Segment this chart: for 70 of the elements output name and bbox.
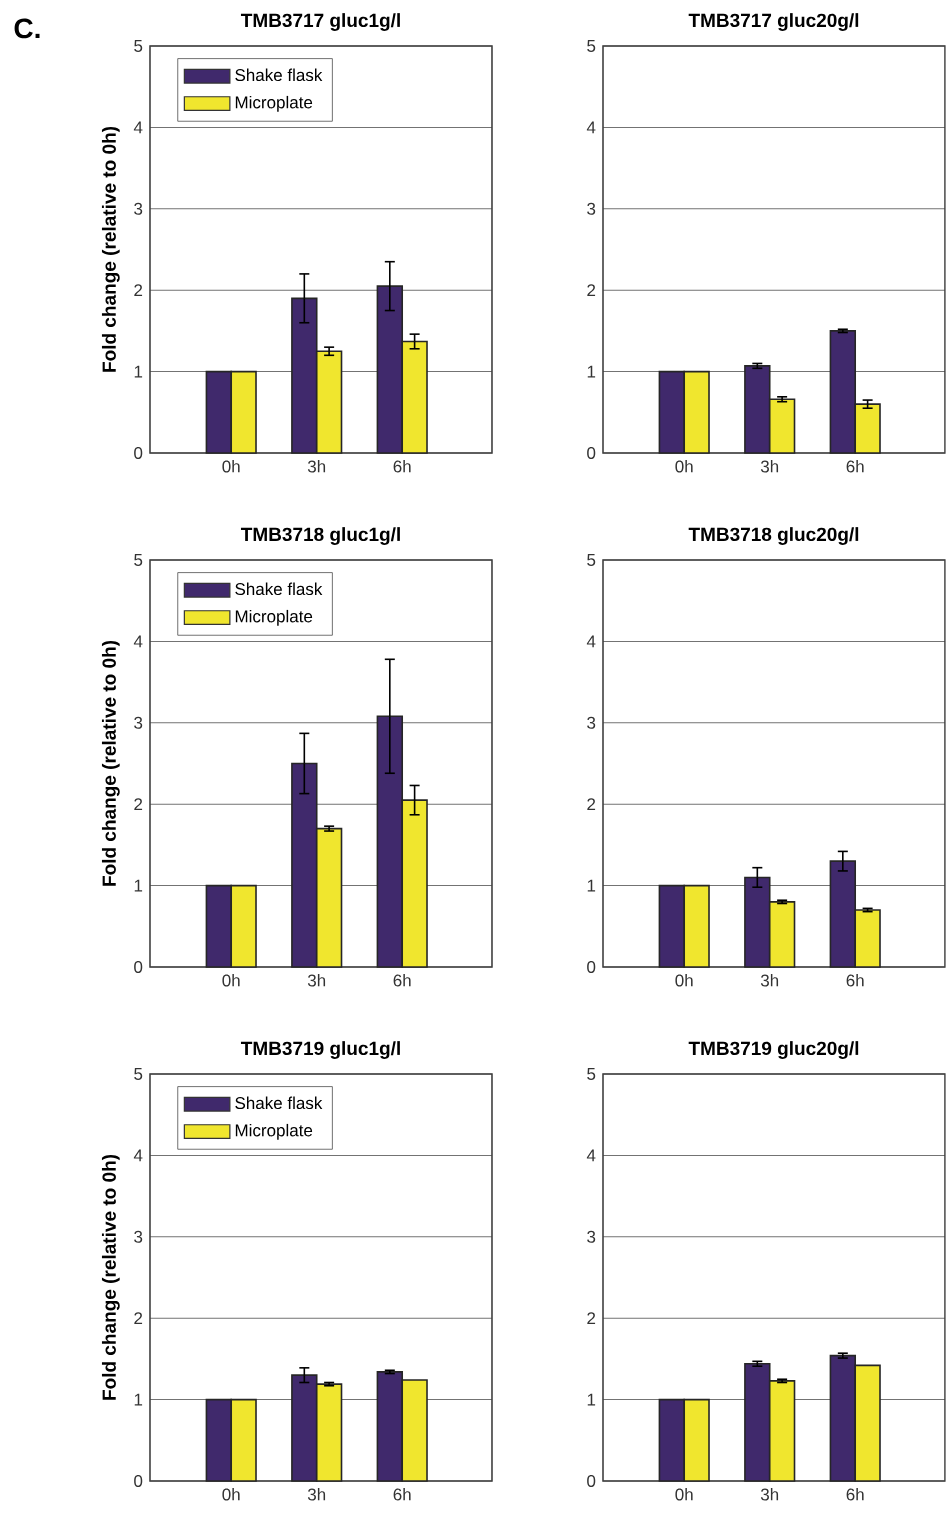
x-tick-label: 0h xyxy=(675,460,693,473)
y-tick-label: 3 xyxy=(587,202,596,215)
y-tick-label: 0 xyxy=(587,960,596,973)
x-tick-label: 3h xyxy=(761,1488,779,1501)
x-tick-label: 0h xyxy=(222,1488,240,1501)
y-axis-title: Fold change (relative to 0h) xyxy=(102,640,120,886)
y-tick-label: 4 xyxy=(133,1149,143,1162)
legend-label: Shake flask xyxy=(235,68,323,82)
y-tick-label: 1 xyxy=(587,1393,596,1406)
y-tick-label: 1 xyxy=(134,879,143,892)
x-tick-label: 3h xyxy=(308,974,326,987)
legend-label: Microplate xyxy=(235,1123,313,1140)
x-tick-label: 6h xyxy=(393,1488,411,1501)
y-tick-label: 0 xyxy=(134,960,143,973)
chart-title: TMB3718 gluc1g/l xyxy=(241,527,400,545)
x-tick-label: 3h xyxy=(761,460,779,473)
legend-label: Shake flask xyxy=(235,1096,323,1110)
x-tick-label: 6h xyxy=(846,460,864,473)
y-axis-title: Fold change (relative to 0h) xyxy=(102,126,120,372)
x-tick-label: 0h xyxy=(222,974,240,987)
y-tick-label: 2 xyxy=(587,284,596,297)
y-tick-label: 5 xyxy=(134,1068,143,1080)
chart-title: TMB3719 gluc1g/l xyxy=(241,1041,400,1059)
y-tick-label: 4 xyxy=(586,121,596,134)
y-tick-label: 1 xyxy=(587,365,596,378)
y-axis-title: Fold change (relative to 0h) xyxy=(102,1154,120,1400)
chart-title: TMB3719 gluc20g/l xyxy=(688,1041,859,1059)
y-tick-label: 3 xyxy=(587,1230,596,1243)
x-tick-label: 0h xyxy=(222,460,240,473)
x-tick-label: 3h xyxy=(308,460,326,473)
y-tick-label: 0 xyxy=(587,446,596,459)
chart-title: TMB3717 gluc20g/l xyxy=(688,13,859,31)
y-tick-label: 0 xyxy=(134,446,143,459)
y-tick-label: 4 xyxy=(133,635,143,648)
legend-label: Microplate xyxy=(235,609,313,626)
x-tick-label: 6h xyxy=(393,974,411,987)
y-tick-label: 3 xyxy=(134,202,143,215)
y-tick-label: 5 xyxy=(587,1068,596,1080)
y-tick-label: 4 xyxy=(586,1149,596,1162)
y-tick-label: 1 xyxy=(587,879,596,892)
legend-label: Microplate xyxy=(235,95,313,112)
x-tick-label: 6h xyxy=(846,974,864,987)
y-tick-label: 4 xyxy=(586,635,596,648)
x-tick-label: 0h xyxy=(675,974,693,987)
y-tick-label: 3 xyxy=(134,1230,143,1243)
y-tick-label: 3 xyxy=(587,716,596,729)
y-tick-label: 2 xyxy=(587,798,596,811)
y-tick-label: 2 xyxy=(134,1312,143,1325)
y-tick-label: 2 xyxy=(587,1312,596,1325)
x-tick-label: 3h xyxy=(308,1488,326,1501)
text: C. xyxy=(14,18,40,39)
x-tick-label: 6h xyxy=(393,460,411,473)
y-tick-label: 3 xyxy=(134,716,143,729)
y-tick-label: 0 xyxy=(134,1474,143,1487)
y-tick-label: 2 xyxy=(134,798,143,811)
legend-label: Shake flask xyxy=(235,582,323,596)
y-tick-label: 2 xyxy=(134,284,143,297)
y-tick-label: 5 xyxy=(587,554,596,566)
y-tick-label: 1 xyxy=(134,365,143,378)
x-tick-label: 6h xyxy=(846,1488,864,1501)
x-tick-label: 0h xyxy=(675,1488,693,1501)
y-tick-label: 1 xyxy=(134,1393,143,1406)
y-tick-label: 4 xyxy=(133,121,143,134)
y-tick-label: 5 xyxy=(587,40,596,52)
chart-title: TMB3718 gluc20g/l xyxy=(688,527,859,545)
y-tick-label: 5 xyxy=(134,554,143,566)
x-tick-label: 3h xyxy=(761,974,779,987)
y-tick-label: 0 xyxy=(587,1474,596,1487)
chart-title: TMB3717 gluc1g/l xyxy=(241,13,400,31)
y-tick-label: 5 xyxy=(134,40,143,52)
